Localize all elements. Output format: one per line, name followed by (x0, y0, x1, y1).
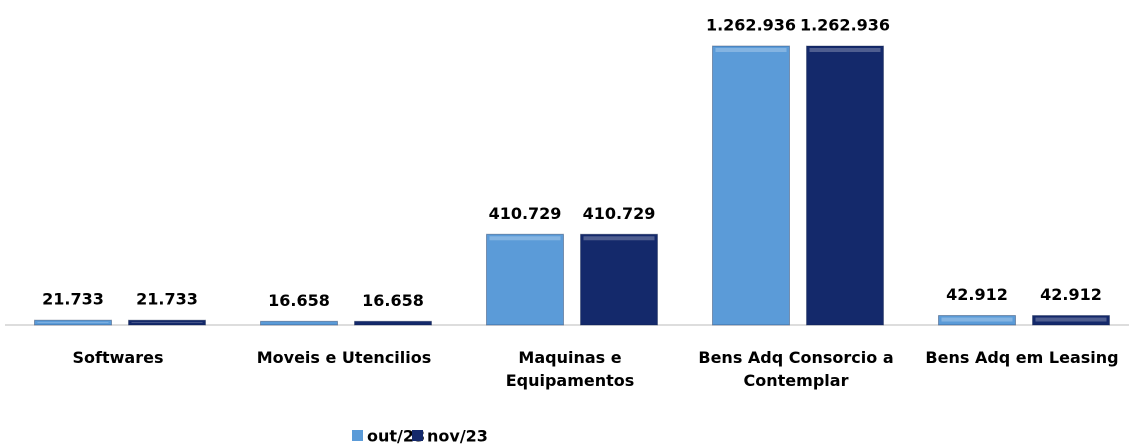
x-tick-label: Bens Adq Consorcio a Contemplar (698, 348, 894, 390)
data-label: 16.658 (362, 291, 424, 310)
bar (354, 320, 432, 326)
bar-highlight (37, 322, 109, 323)
bar (128, 319, 206, 326)
x-tick-label: Bens Adq em Leasing (925, 348, 1119, 367)
legend-label: out/23 (367, 427, 425, 446)
bar-highlight (489, 236, 561, 241)
data-label: 1.262.936 (800, 16, 890, 35)
data-label: 410.729 (583, 204, 656, 223)
bar (806, 45, 884, 326)
bar (580, 233, 658, 326)
bar-highlight (809, 48, 881, 52)
legend-swatch (412, 430, 423, 441)
bar-highlight (131, 322, 203, 323)
x-tick-label: Softwares (72, 348, 164, 367)
bar-highlight (941, 317, 1013, 322)
bar-highlight (715, 48, 787, 52)
x-tick-label: Maquinas e Equipamentos (505, 348, 635, 390)
bar-highlight (1035, 317, 1107, 322)
data-label: 21.733 (136, 290, 198, 309)
bar (486, 233, 564, 326)
data-label: 1.262.936 (706, 16, 796, 35)
legend-label: nov/23 (427, 427, 488, 446)
data-label: 21.733 (42, 290, 104, 309)
bar (260, 320, 338, 326)
x-tick-label: Moveis e Utencilios (256, 348, 432, 367)
bar-highlight (583, 236, 655, 241)
data-label: 42.912 (1040, 285, 1102, 304)
data-label: 410.729 (489, 204, 562, 223)
data-label: 16.658 (268, 291, 330, 310)
data-label: 42.912 (946, 285, 1008, 304)
bar (1032, 315, 1110, 326)
legend-swatch (352, 430, 363, 441)
bar (34, 319, 112, 326)
bar (938, 315, 1016, 326)
bar (712, 45, 790, 326)
